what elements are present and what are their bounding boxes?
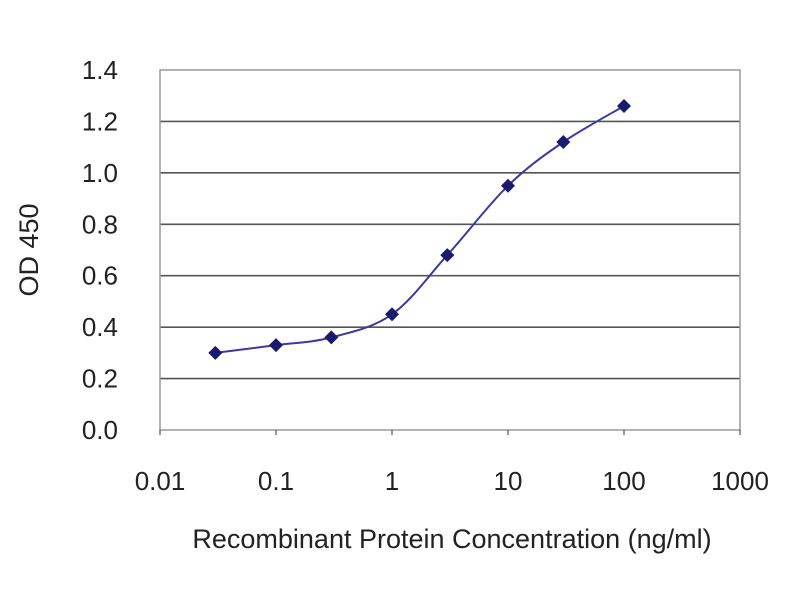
series-line: [215, 105, 625, 354]
y-tick-label: 0.2: [82, 364, 118, 394]
data-point-marker: [556, 135, 571, 149]
y-tick-label: 1.4: [82, 55, 118, 85]
x-tick-labels: 0.01 0.1 1 10 100 1000: [135, 430, 769, 496]
data-point-marker: [440, 248, 455, 263]
y-axis-title: OD 450: [14, 203, 44, 296]
data-point-marker: [269, 338, 283, 353]
data-point-marker: [617, 99, 631, 113]
x-tick-label: 1: [385, 466, 399, 496]
y-tick-label: 1.2: [82, 106, 118, 136]
y-tick-label: 0.6: [82, 261, 118, 291]
x-tick-label: 0.01: [135, 466, 186, 496]
x-tick-label: 0.1: [258, 466, 294, 496]
y-tick-label: 0.4: [82, 312, 118, 342]
plot-area-frame: [159, 69, 741, 431]
y-tick-label: 0.8: [82, 209, 118, 239]
data-point-marker: [208, 345, 223, 360]
x-tick-label: 10: [494, 466, 523, 496]
x-tick-label: 1000: [711, 466, 769, 496]
x-tick-label: 100: [602, 466, 645, 496]
gridlines: [160, 120, 740, 380]
data-point-marker: [324, 330, 339, 345]
data-point-marker: [385, 307, 399, 322]
series-layer: [208, 99, 631, 360]
x-axis-title: Recombinant Protein Concentration (ng/ml…: [192, 524, 711, 554]
y-tick-labels: 0.0 0.2 0.4 0.6 0.8 1.0 1.2 1.4: [82, 55, 118, 445]
data-point-marker: [501, 178, 515, 193]
y-tick-label: 0.0: [82, 415, 118, 445]
y-tick-label: 1.0: [82, 158, 118, 188]
